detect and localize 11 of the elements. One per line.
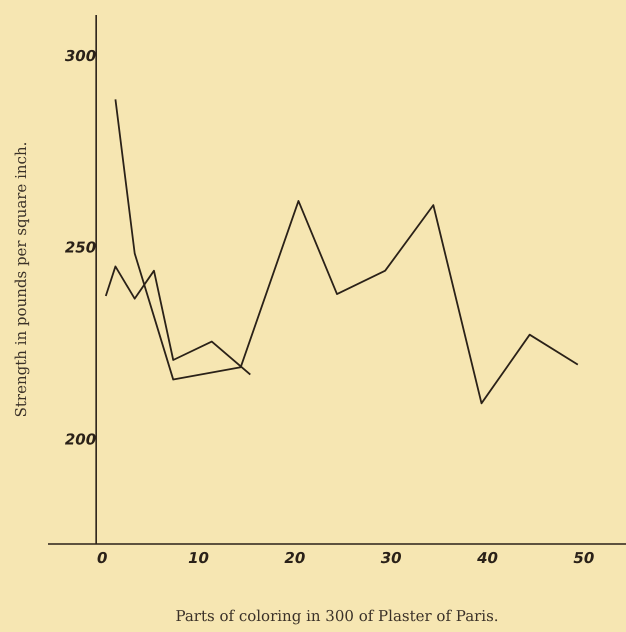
x-tick-label: 30 [380, 548, 402, 567]
x-tick-label: 20 [284, 548, 306, 567]
x-tick-label: 0 [96, 548, 108, 567]
x-tick-label: 50 [573, 548, 594, 567]
y-axis-title: Strength in pounds per square inch. [12, 142, 30, 418]
x-tick-label: 40 [476, 548, 498, 567]
x-tick-label: 10 [188, 548, 209, 567]
y-tick-label: 300 [64, 47, 96, 66]
y-tick-label: 250 [64, 238, 96, 257]
y-tick-label: 200 [64, 430, 96, 448]
x-axis-title: Parts of coloring in 300 of Plaster of Paris. [175, 606, 499, 625]
